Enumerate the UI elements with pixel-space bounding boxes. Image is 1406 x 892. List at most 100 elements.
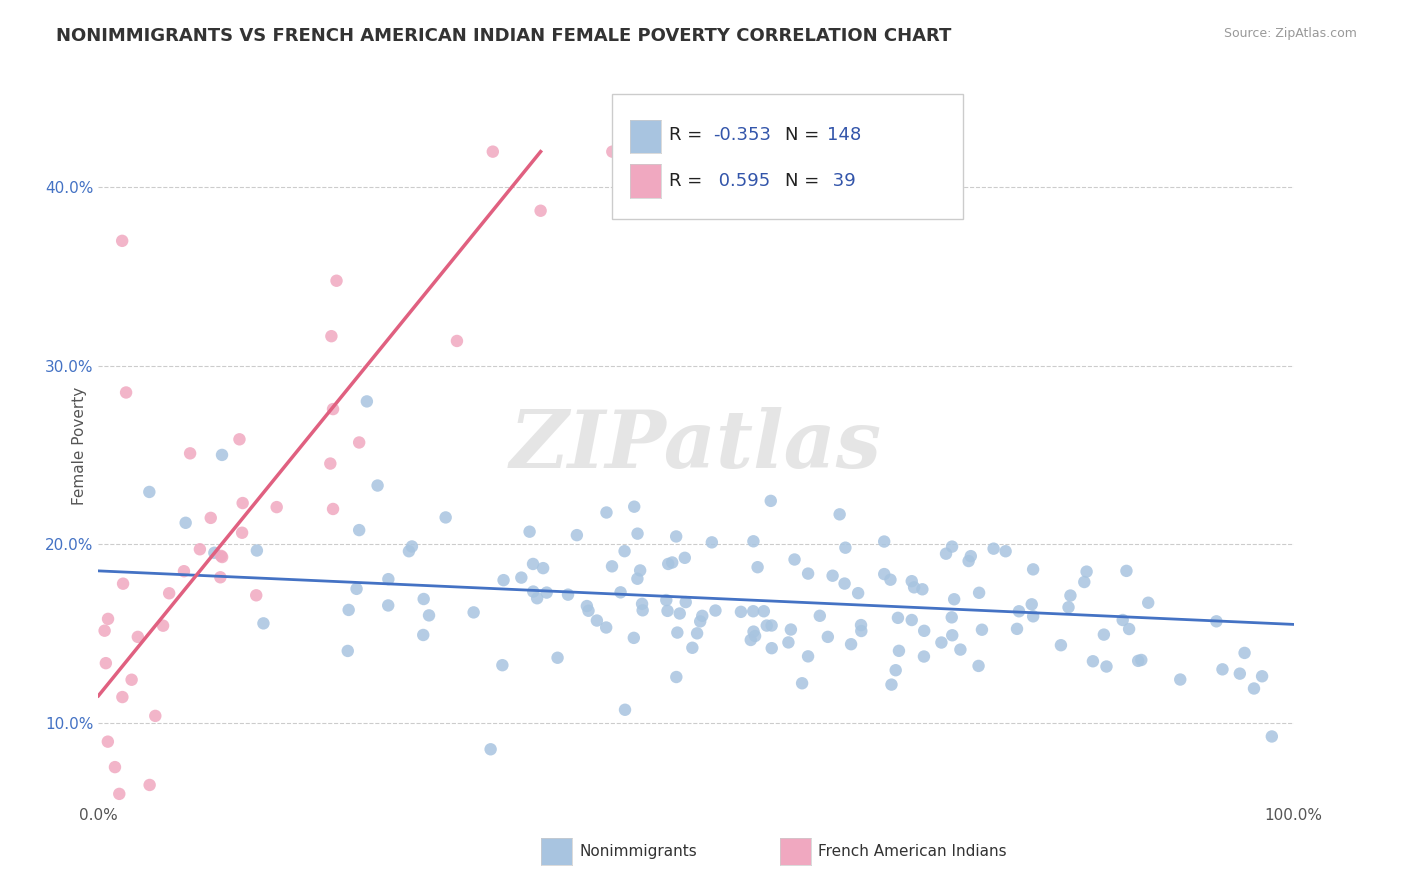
Point <box>1073 574 1095 589</box>
Point <box>519 524 541 539</box>
Point <box>673 550 696 565</box>
Point <box>127 630 149 644</box>
Point <box>661 556 683 570</box>
Point <box>817 630 839 644</box>
Point <box>686 626 709 640</box>
Point <box>600 559 623 574</box>
Point <box>1130 653 1153 667</box>
Point <box>138 778 160 792</box>
Point <box>884 663 907 677</box>
Point <box>321 329 343 343</box>
Point <box>595 506 617 520</box>
Point <box>356 394 378 409</box>
Point <box>245 588 267 602</box>
Point <box>851 624 873 638</box>
Point <box>200 511 222 525</box>
Point <box>900 613 922 627</box>
Point <box>1076 565 1098 579</box>
Point <box>1095 659 1118 673</box>
Point <box>626 526 648 541</box>
Point <box>994 544 1017 558</box>
Point <box>742 624 765 639</box>
Point <box>252 616 274 631</box>
Point <box>1022 562 1045 576</box>
Point <box>536 585 558 599</box>
Point <box>1205 615 1227 629</box>
Point <box>704 603 727 617</box>
Point <box>745 145 768 159</box>
Point <box>839 637 862 651</box>
Point <box>595 620 617 634</box>
Point <box>912 649 935 664</box>
Point <box>1005 622 1028 636</box>
Text: N =: N = <box>785 126 824 144</box>
Point <box>112 576 135 591</box>
Point <box>179 446 201 460</box>
Point <box>681 640 703 655</box>
Point <box>747 560 769 574</box>
Point <box>778 635 800 649</box>
Text: R =: R = <box>669 126 709 144</box>
Point <box>211 549 233 564</box>
Text: -0.353: -0.353 <box>713 126 770 144</box>
Point <box>266 500 288 515</box>
Point <box>188 542 211 557</box>
Point <box>689 615 711 629</box>
Point <box>557 588 579 602</box>
Point <box>94 656 117 670</box>
Point <box>900 574 922 589</box>
Point <box>522 557 544 571</box>
Point <box>849 618 872 632</box>
Point <box>530 203 553 218</box>
Point <box>797 649 820 664</box>
Point <box>319 457 342 471</box>
Point <box>231 525 253 540</box>
Point <box>949 642 972 657</box>
Point <box>668 607 690 621</box>
Point <box>111 690 134 704</box>
Point <box>1021 597 1043 611</box>
Point <box>1092 627 1115 641</box>
Point <box>377 599 399 613</box>
Point <box>912 624 935 638</box>
Point <box>903 580 925 594</box>
Point <box>401 540 423 554</box>
Point <box>730 605 752 619</box>
Point <box>887 644 910 658</box>
Point <box>941 610 963 624</box>
Point <box>957 554 980 568</box>
Point <box>970 623 993 637</box>
Point <box>152 618 174 632</box>
Point <box>761 641 783 656</box>
Point <box>347 435 370 450</box>
Point <box>173 564 195 578</box>
Point <box>666 625 689 640</box>
Point <box>742 534 765 549</box>
Text: French American Indians: French American Indians <box>818 845 1007 859</box>
Point <box>1059 589 1081 603</box>
Point <box>434 510 457 524</box>
Point <box>846 586 869 600</box>
Point <box>665 529 688 543</box>
Point <box>336 644 359 658</box>
Point <box>446 334 468 348</box>
Point <box>1115 564 1137 578</box>
Point <box>828 508 851 522</box>
Point <box>744 629 766 643</box>
Point <box>1128 654 1150 668</box>
Point <box>834 541 856 555</box>
Point <box>613 544 636 558</box>
Point <box>347 523 370 537</box>
Point <box>325 274 347 288</box>
Point <box>586 614 609 628</box>
Point <box>1211 662 1233 676</box>
Point <box>797 566 820 581</box>
Point <box>202 546 225 560</box>
Point <box>690 608 713 623</box>
Point <box>1137 596 1160 610</box>
Text: NONIMMIGRANTS VS FRENCH AMERICAN INDIAN FEMALE POVERTY CORRELATION CHART: NONIMMIGRANTS VS FRENCH AMERICAN INDIAN … <box>56 27 952 45</box>
Point <box>935 547 957 561</box>
Point <box>1112 613 1135 627</box>
Point <box>631 603 654 617</box>
Point <box>398 544 420 558</box>
